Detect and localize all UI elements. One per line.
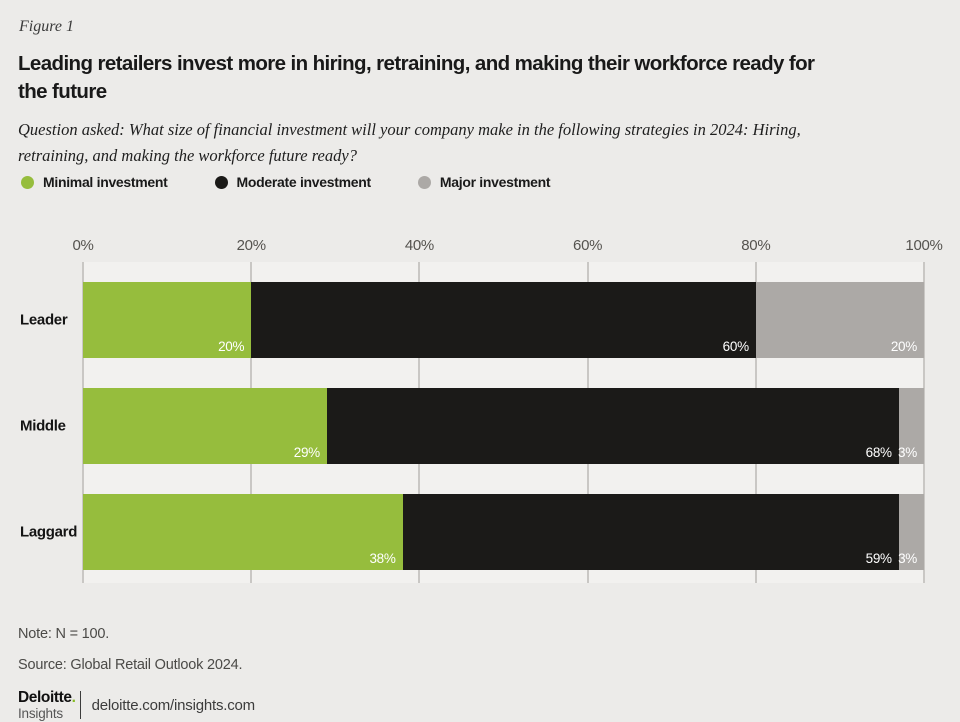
page-title: Leading retailers invest more in hiring,… xyxy=(18,50,948,106)
question-line-2: retraining, and making the workforce fut… xyxy=(18,146,357,165)
figure-label: Figure 1 xyxy=(19,18,74,35)
bar-row-middle: Middle 29% 68% 3% xyxy=(20,388,924,464)
legend-dot-moderate-icon xyxy=(214,175,228,189)
category-label-leader: Leader xyxy=(20,311,68,329)
axis-tick-label-0: 0% xyxy=(72,237,94,254)
chart-legend: Minimal investment Moderate investment M… xyxy=(21,174,551,190)
gridline-100 xyxy=(923,262,925,583)
bar-value-label: 68% xyxy=(865,445,892,460)
footer-divider xyxy=(79,691,81,719)
axis-tick-label-20: 20% xyxy=(236,237,266,254)
legend-label-major: Major investment xyxy=(439,174,551,190)
segment-middle-major: 3% xyxy=(898,388,924,464)
segment-middle-minimal: 29% xyxy=(83,388,327,464)
segment-leader-minimal: 20% xyxy=(83,282,252,358)
legend-item-minimal: Minimal investment xyxy=(21,174,168,190)
bar-value-label: 3% xyxy=(898,445,917,460)
brand-green-dot: . xyxy=(71,689,76,706)
question-subtitle: Question asked: What size of financial i… xyxy=(18,117,948,169)
segment-laggard-minimal: 38% xyxy=(83,494,403,570)
axis-tick-label-80: 80% xyxy=(741,237,771,254)
axis-tick-label-40: 40% xyxy=(404,237,434,254)
bar-value-label: 20% xyxy=(890,339,917,354)
axis-tick-label-60: 60% xyxy=(573,237,603,254)
axis-tick-label-100: 100% xyxy=(905,237,943,254)
bar-value-label: 3% xyxy=(898,551,917,566)
segment-laggard-major: 3% xyxy=(898,494,924,570)
brand-name: Deloitte. xyxy=(18,689,76,706)
legend-item-moderate: Moderate investment xyxy=(214,174,372,190)
bar-value-label: 59% xyxy=(865,551,892,566)
footer-url[interactable]: deloitte.com/insights.com xyxy=(91,696,256,714)
segment-leader-moderate: 60% xyxy=(251,282,756,358)
bar-row-laggard: Laggard 38% 59% 3% xyxy=(20,494,924,570)
legend-dot-minimal-icon xyxy=(21,175,34,189)
category-label-laggard: Laggard xyxy=(20,523,78,541)
bar-value-label: 38% xyxy=(369,551,396,566)
page-title-line-2: the future xyxy=(18,80,107,103)
bar-row-leader: Leader 20% 60% 20% xyxy=(20,282,924,358)
category-label-middle: Middle xyxy=(20,417,66,435)
question-line-1: Question asked: What size of financial i… xyxy=(18,120,801,139)
source-text: Source: Global Retail Outlook 2024. xyxy=(18,657,243,673)
bar-value-label: 20% xyxy=(218,339,245,354)
footer-brand-bar: Deloitte. Insights deloitte.com/insights… xyxy=(18,690,255,720)
legend-dot-major-icon xyxy=(417,175,431,189)
legend-label-minimal: Minimal investment xyxy=(43,174,168,190)
legend-item-major: Major investment xyxy=(417,174,551,190)
page-title-line-1: Leading retailers invest more in hiring,… xyxy=(18,52,815,75)
chart-plot: 0% 20% 40% 60% 80% 100% Leader 20% 60% 20% Middle 2… xyxy=(20,237,943,583)
bar-value-label: 60% xyxy=(722,339,749,354)
brand-sub: Insights xyxy=(18,705,63,721)
deloitte-insights-logo: Deloitte. Insights xyxy=(18,690,76,720)
bar-value-label: 29% xyxy=(293,445,320,460)
note-text: Note: N = 100. xyxy=(18,626,110,642)
legend-label-moderate: Moderate investment xyxy=(236,174,372,190)
segment-laggard-moderate: 59% xyxy=(402,494,899,570)
segment-leader-major: 20% xyxy=(755,282,924,358)
segment-middle-moderate: 68% xyxy=(326,388,899,464)
